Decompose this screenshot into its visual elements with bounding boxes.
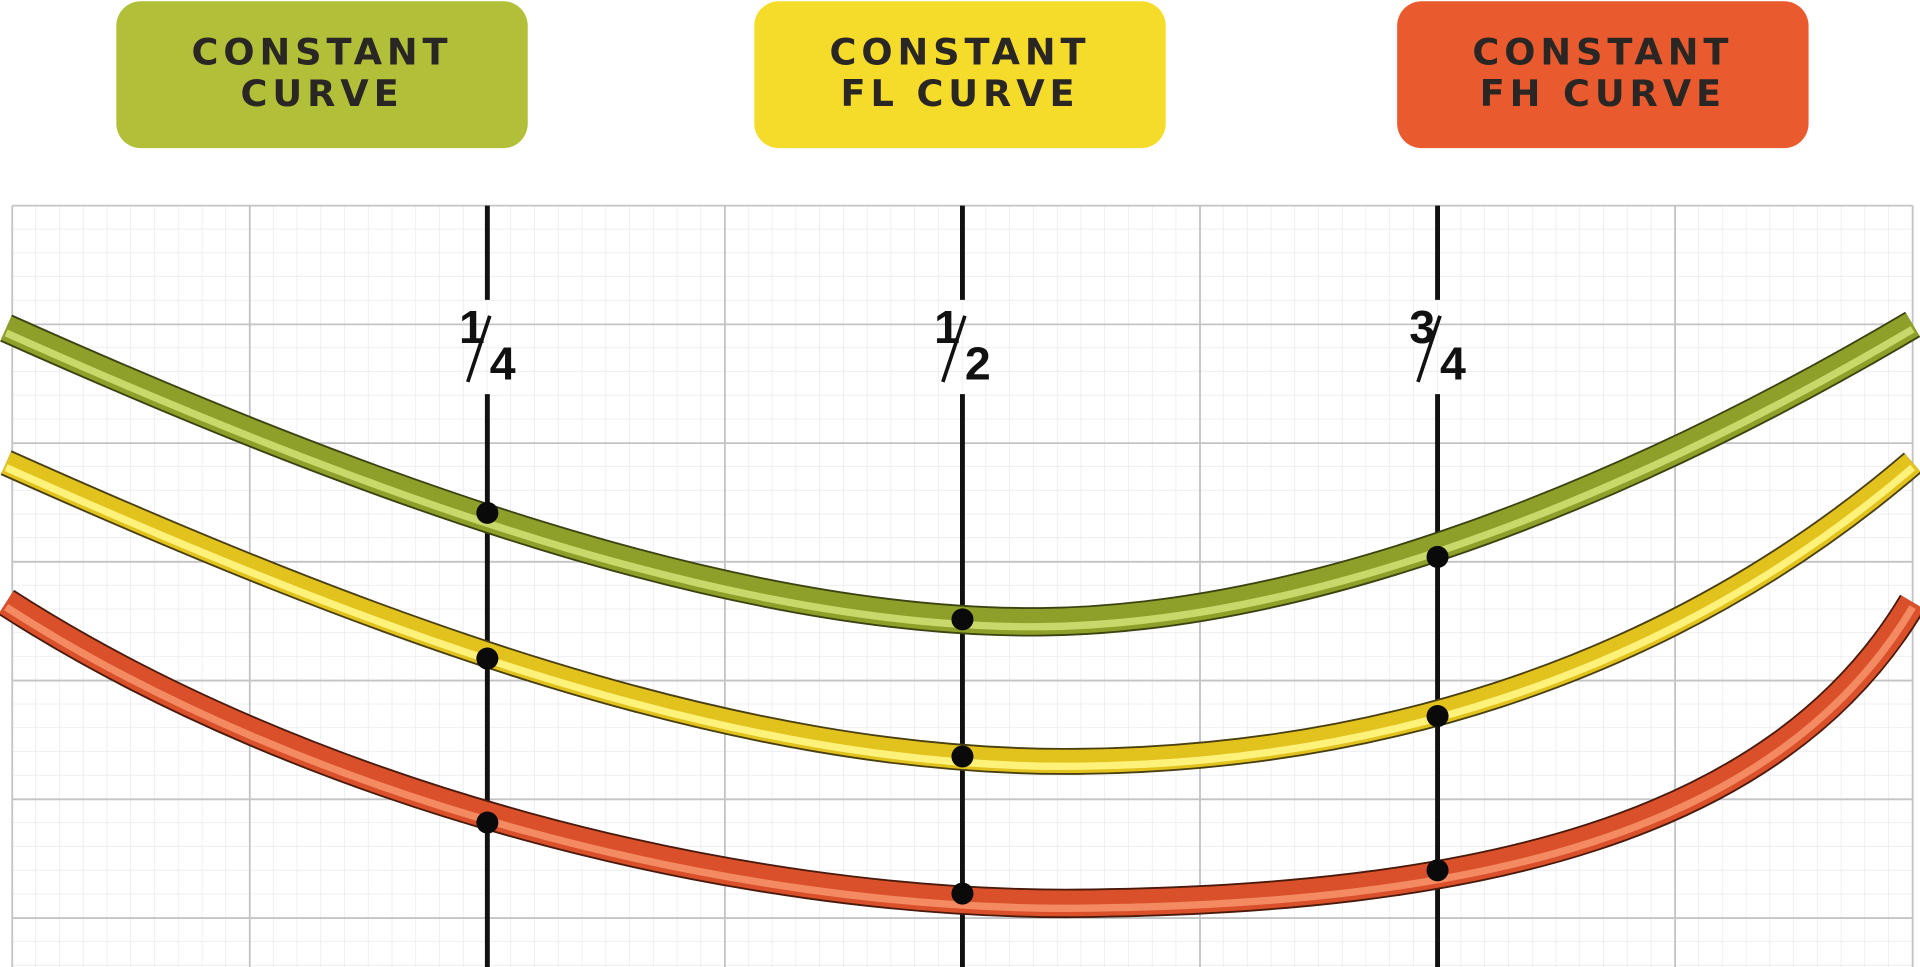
curves <box>0 311 1920 919</box>
yellow-curve <box>0 450 1920 775</box>
fraction: 14 <box>459 301 516 390</box>
badge-label: FL CURVE <box>840 72 1079 115</box>
fraction-slash <box>941 315 967 383</box>
badge-box <box>754 1 1166 149</box>
fraction-slash <box>1416 315 1442 383</box>
fraction-denominator: 4 <box>1440 338 1466 390</box>
fraction-denominator: 2 <box>965 338 991 390</box>
fraction: 12 <box>934 301 991 390</box>
badge-box <box>116 1 528 149</box>
orange-curve <box>0 589 1920 919</box>
fraction: 34 <box>1409 301 1466 390</box>
badge-label: CURVE <box>241 72 404 115</box>
badge-label: CONSTANT <box>192 30 453 73</box>
badge-label: CONSTANT <box>1472 30 1733 73</box>
green-curve <box>0 311 1920 637</box>
fractions: 14 12 34 <box>459 301 1466 390</box>
dots <box>476 501 1449 905</box>
fraction-denominator: 4 <box>490 338 516 390</box>
badge-label: CONSTANT <box>830 30 1091 73</box>
badge-box <box>1397 1 1809 149</box>
badge-label: FH CURVE <box>1480 72 1726 115</box>
fraction-slash <box>466 315 492 383</box>
